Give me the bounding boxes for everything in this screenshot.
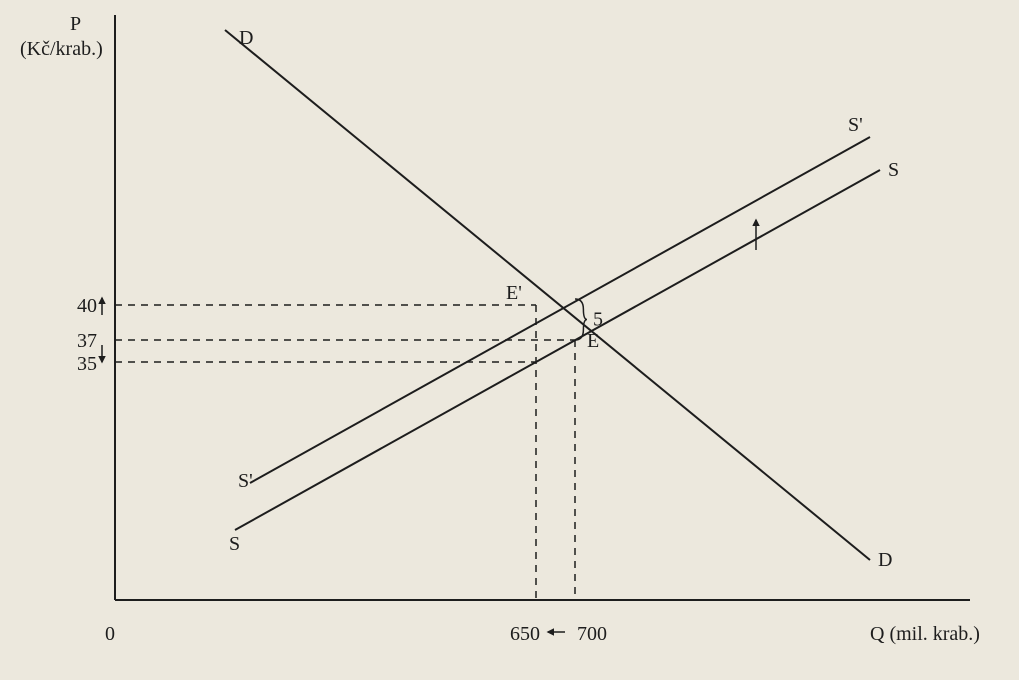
x-axis-label: Q (mil. krab.) — [870, 623, 980, 645]
xtick-700: 700 — [577, 623, 607, 645]
label-E-prime: E' — [506, 282, 522, 304]
label-D-bottom: D — [878, 549, 892, 571]
ytick-40: 40 — [77, 295, 97, 317]
supply-curve-Sprime — [250, 137, 870, 483]
ytick-37: 37 — [77, 330, 97, 352]
label-D-top: D — [239, 27, 253, 49]
label-Sprime-bottom: S' — [238, 470, 253, 492]
xtick-650: 650 — [510, 623, 540, 645]
y-axis-label-units: (Kč/krab.) — [20, 38, 103, 60]
supply-demand-chart: P (Kč/krab.) Q (mil. krab.) 0 40 37 35 6… — [0, 0, 1019, 680]
label-E: E — [587, 330, 599, 352]
label-S-bottom: S — [229, 533, 240, 555]
supply-curve-S — [235, 170, 880, 530]
y-axis-label-p: P — [70, 13, 81, 35]
label-S-top: S — [888, 159, 899, 181]
origin-label: 0 — [105, 623, 115, 645]
tax-value-label: 5 — [593, 309, 603, 331]
label-Sprime-top: S' — [848, 114, 863, 136]
ytick-35: 35 — [77, 353, 97, 375]
